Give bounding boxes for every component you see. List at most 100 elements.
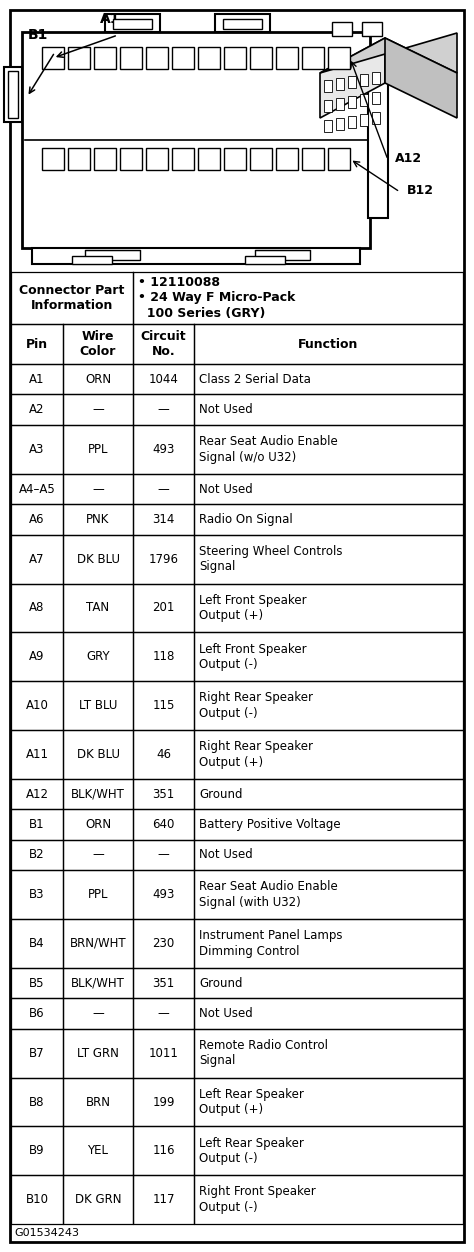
Text: A4–A5: A4–A5: [18, 482, 55, 496]
Text: YEL: YEL: [88, 1144, 109, 1157]
Text: B1: B1: [28, 28, 48, 43]
Bar: [324, 100, 332, 111]
Bar: [324, 80, 332, 91]
Bar: [324, 120, 332, 131]
Text: A1: A1: [100, 13, 120, 26]
Bar: [68, 48, 90, 69]
Text: Connector Part
Information: Connector Part Information: [19, 284, 125, 312]
Text: Not Used: Not Used: [199, 403, 253, 416]
Text: A1: A1: [29, 373, 45, 386]
Text: A11: A11: [26, 747, 48, 761]
Bar: [250, 48, 272, 69]
Bar: [245, 255, 285, 264]
Bar: [328, 48, 350, 69]
Text: Not Used: Not Used: [199, 482, 253, 496]
Bar: [372, 111, 380, 124]
Text: PPL: PPL: [88, 443, 108, 456]
Bar: [224, 48, 246, 69]
Bar: [198, 148, 220, 170]
Bar: [336, 78, 344, 90]
Text: DK BLU: DK BLU: [76, 747, 119, 761]
Bar: [105, 14, 160, 33]
Text: BLK/WHT: BLK/WHT: [71, 977, 125, 989]
Text: A7: A7: [29, 552, 45, 566]
Text: PNK: PNK: [86, 513, 109, 526]
Text: Radio On Signal: Radio On Signal: [199, 513, 293, 526]
Text: Ground: Ground: [199, 788, 243, 800]
Text: B9: B9: [29, 1144, 45, 1157]
Text: —: —: [158, 1007, 169, 1020]
Text: A12: A12: [26, 788, 48, 800]
Bar: [360, 74, 368, 86]
Text: Pin: Pin: [26, 338, 48, 351]
Bar: [4, 68, 22, 121]
Bar: [276, 48, 298, 69]
Text: B4: B4: [29, 936, 45, 950]
Text: B12: B12: [407, 184, 434, 197]
Text: Left Front Speaker
Output (+): Left Front Speaker Output (+): [199, 593, 307, 622]
Text: Instrument Panel Lamps
Dimming Control: Instrument Panel Lamps Dimming Control: [199, 929, 343, 958]
Bar: [302, 148, 324, 170]
Text: Not Used: Not Used: [199, 849, 253, 861]
Bar: [372, 91, 380, 104]
Text: 201: 201: [152, 601, 175, 615]
Text: 493: 493: [152, 443, 175, 456]
Text: GRY: GRY: [86, 650, 110, 664]
Text: 1044: 1044: [149, 373, 179, 386]
Text: Left Rear Speaker
Output (+): Left Rear Speaker Output (+): [199, 1088, 304, 1117]
Text: A6: A6: [29, 513, 45, 526]
Text: Left Front Speaker
Output (-): Left Front Speaker Output (-): [199, 642, 307, 671]
Bar: [348, 116, 356, 128]
Bar: [120, 48, 142, 69]
Text: 118: 118: [152, 650, 175, 664]
Bar: [146, 148, 168, 170]
Text: 351: 351: [153, 788, 175, 800]
Text: A10: A10: [26, 699, 48, 712]
Bar: [85, 250, 140, 260]
Text: A9: A9: [29, 650, 45, 664]
Text: 115: 115: [152, 699, 175, 712]
Text: DK GRN: DK GRN: [75, 1193, 121, 1206]
Bar: [215, 14, 270, 33]
Text: BLK/WHT: BLK/WHT: [71, 788, 125, 800]
Text: ORN: ORN: [85, 373, 111, 386]
Bar: [146, 48, 168, 69]
Polygon shape: [320, 33, 457, 73]
Bar: [94, 148, 116, 170]
Bar: [360, 94, 368, 106]
Text: Ground: Ground: [199, 977, 243, 989]
Text: 493: 493: [152, 888, 175, 901]
Text: 46: 46: [156, 747, 171, 761]
Bar: [72, 255, 112, 264]
Text: Battery Positive Voltage: Battery Positive Voltage: [199, 818, 341, 831]
Text: • 12110088
• 24 Way F Micro-Pack
  100 Series (GRY): • 12110088 • 24 Way F Micro-Pack 100 Ser…: [138, 275, 295, 321]
Text: 640: 640: [152, 818, 175, 831]
Bar: [336, 98, 344, 110]
Text: Not Used: Not Used: [199, 1007, 253, 1020]
Text: Right Front Speaker
Output (-): Right Front Speaker Output (-): [199, 1186, 316, 1214]
Text: G01534243: G01534243: [14, 1228, 79, 1238]
Bar: [42, 148, 64, 170]
Bar: [336, 118, 344, 130]
Text: Right Rear Speaker
Output (+): Right Rear Speaker Output (+): [199, 740, 313, 769]
Text: 230: 230: [153, 936, 175, 950]
Text: BRN/WHT: BRN/WHT: [70, 936, 127, 950]
Text: B7: B7: [29, 1047, 45, 1059]
Bar: [368, 63, 388, 218]
Text: 117: 117: [152, 1193, 175, 1206]
Text: B10: B10: [26, 1193, 48, 1206]
Bar: [120, 148, 142, 170]
Bar: [332, 23, 352, 36]
Bar: [172, 148, 194, 170]
Text: 314: 314: [152, 513, 175, 526]
Bar: [348, 96, 356, 108]
Bar: [348, 76, 356, 88]
Text: Rear Seat Audio Enable
Signal (w/o U32): Rear Seat Audio Enable Signal (w/o U32): [199, 436, 338, 463]
Bar: [328, 148, 350, 170]
Text: A2: A2: [29, 403, 45, 416]
Bar: [198, 48, 220, 69]
Text: A8: A8: [29, 601, 45, 615]
Bar: [362, 23, 382, 36]
Text: Left Rear Speaker
Output (-): Left Rear Speaker Output (-): [199, 1137, 304, 1166]
Text: ORN: ORN: [85, 818, 111, 831]
